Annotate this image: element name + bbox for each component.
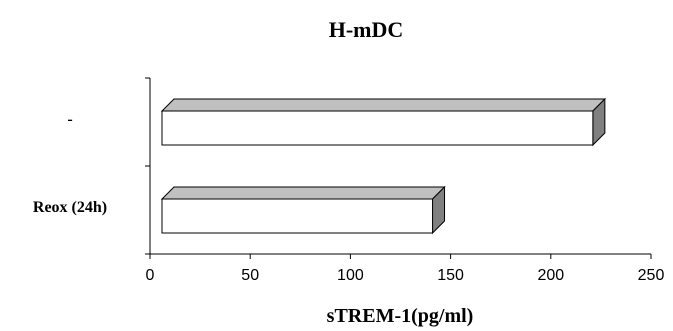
- bar-front-face: [161, 198, 434, 234]
- chart-title: H-mDC: [329, 17, 404, 42]
- x-tick-label: 250: [638, 267, 665, 284]
- bar-1: [160, 185, 446, 235]
- category-label: -: [67, 111, 72, 128]
- x-tick-label: 50: [241, 267, 259, 284]
- x-tick-label: 0: [146, 267, 155, 284]
- bar-top-face: [160, 98, 607, 112]
- x-tick-label: 100: [337, 267, 364, 284]
- bar-top-face: [160, 186, 446, 200]
- axes-group: 0 50 100 150 200 250 - Reox (24h): [33, 77, 665, 284]
- x-tick-label: 200: [537, 267, 564, 284]
- category-label: Reox (24h): [33, 199, 107, 216]
- bars-group: [160, 97, 607, 235]
- x-axis-label: sTREM-1(pg/ml): [327, 305, 474, 327]
- bar-0: [160, 97, 607, 147]
- bar-front-face: [161, 110, 594, 146]
- x-tick-label: 150: [437, 267, 464, 284]
